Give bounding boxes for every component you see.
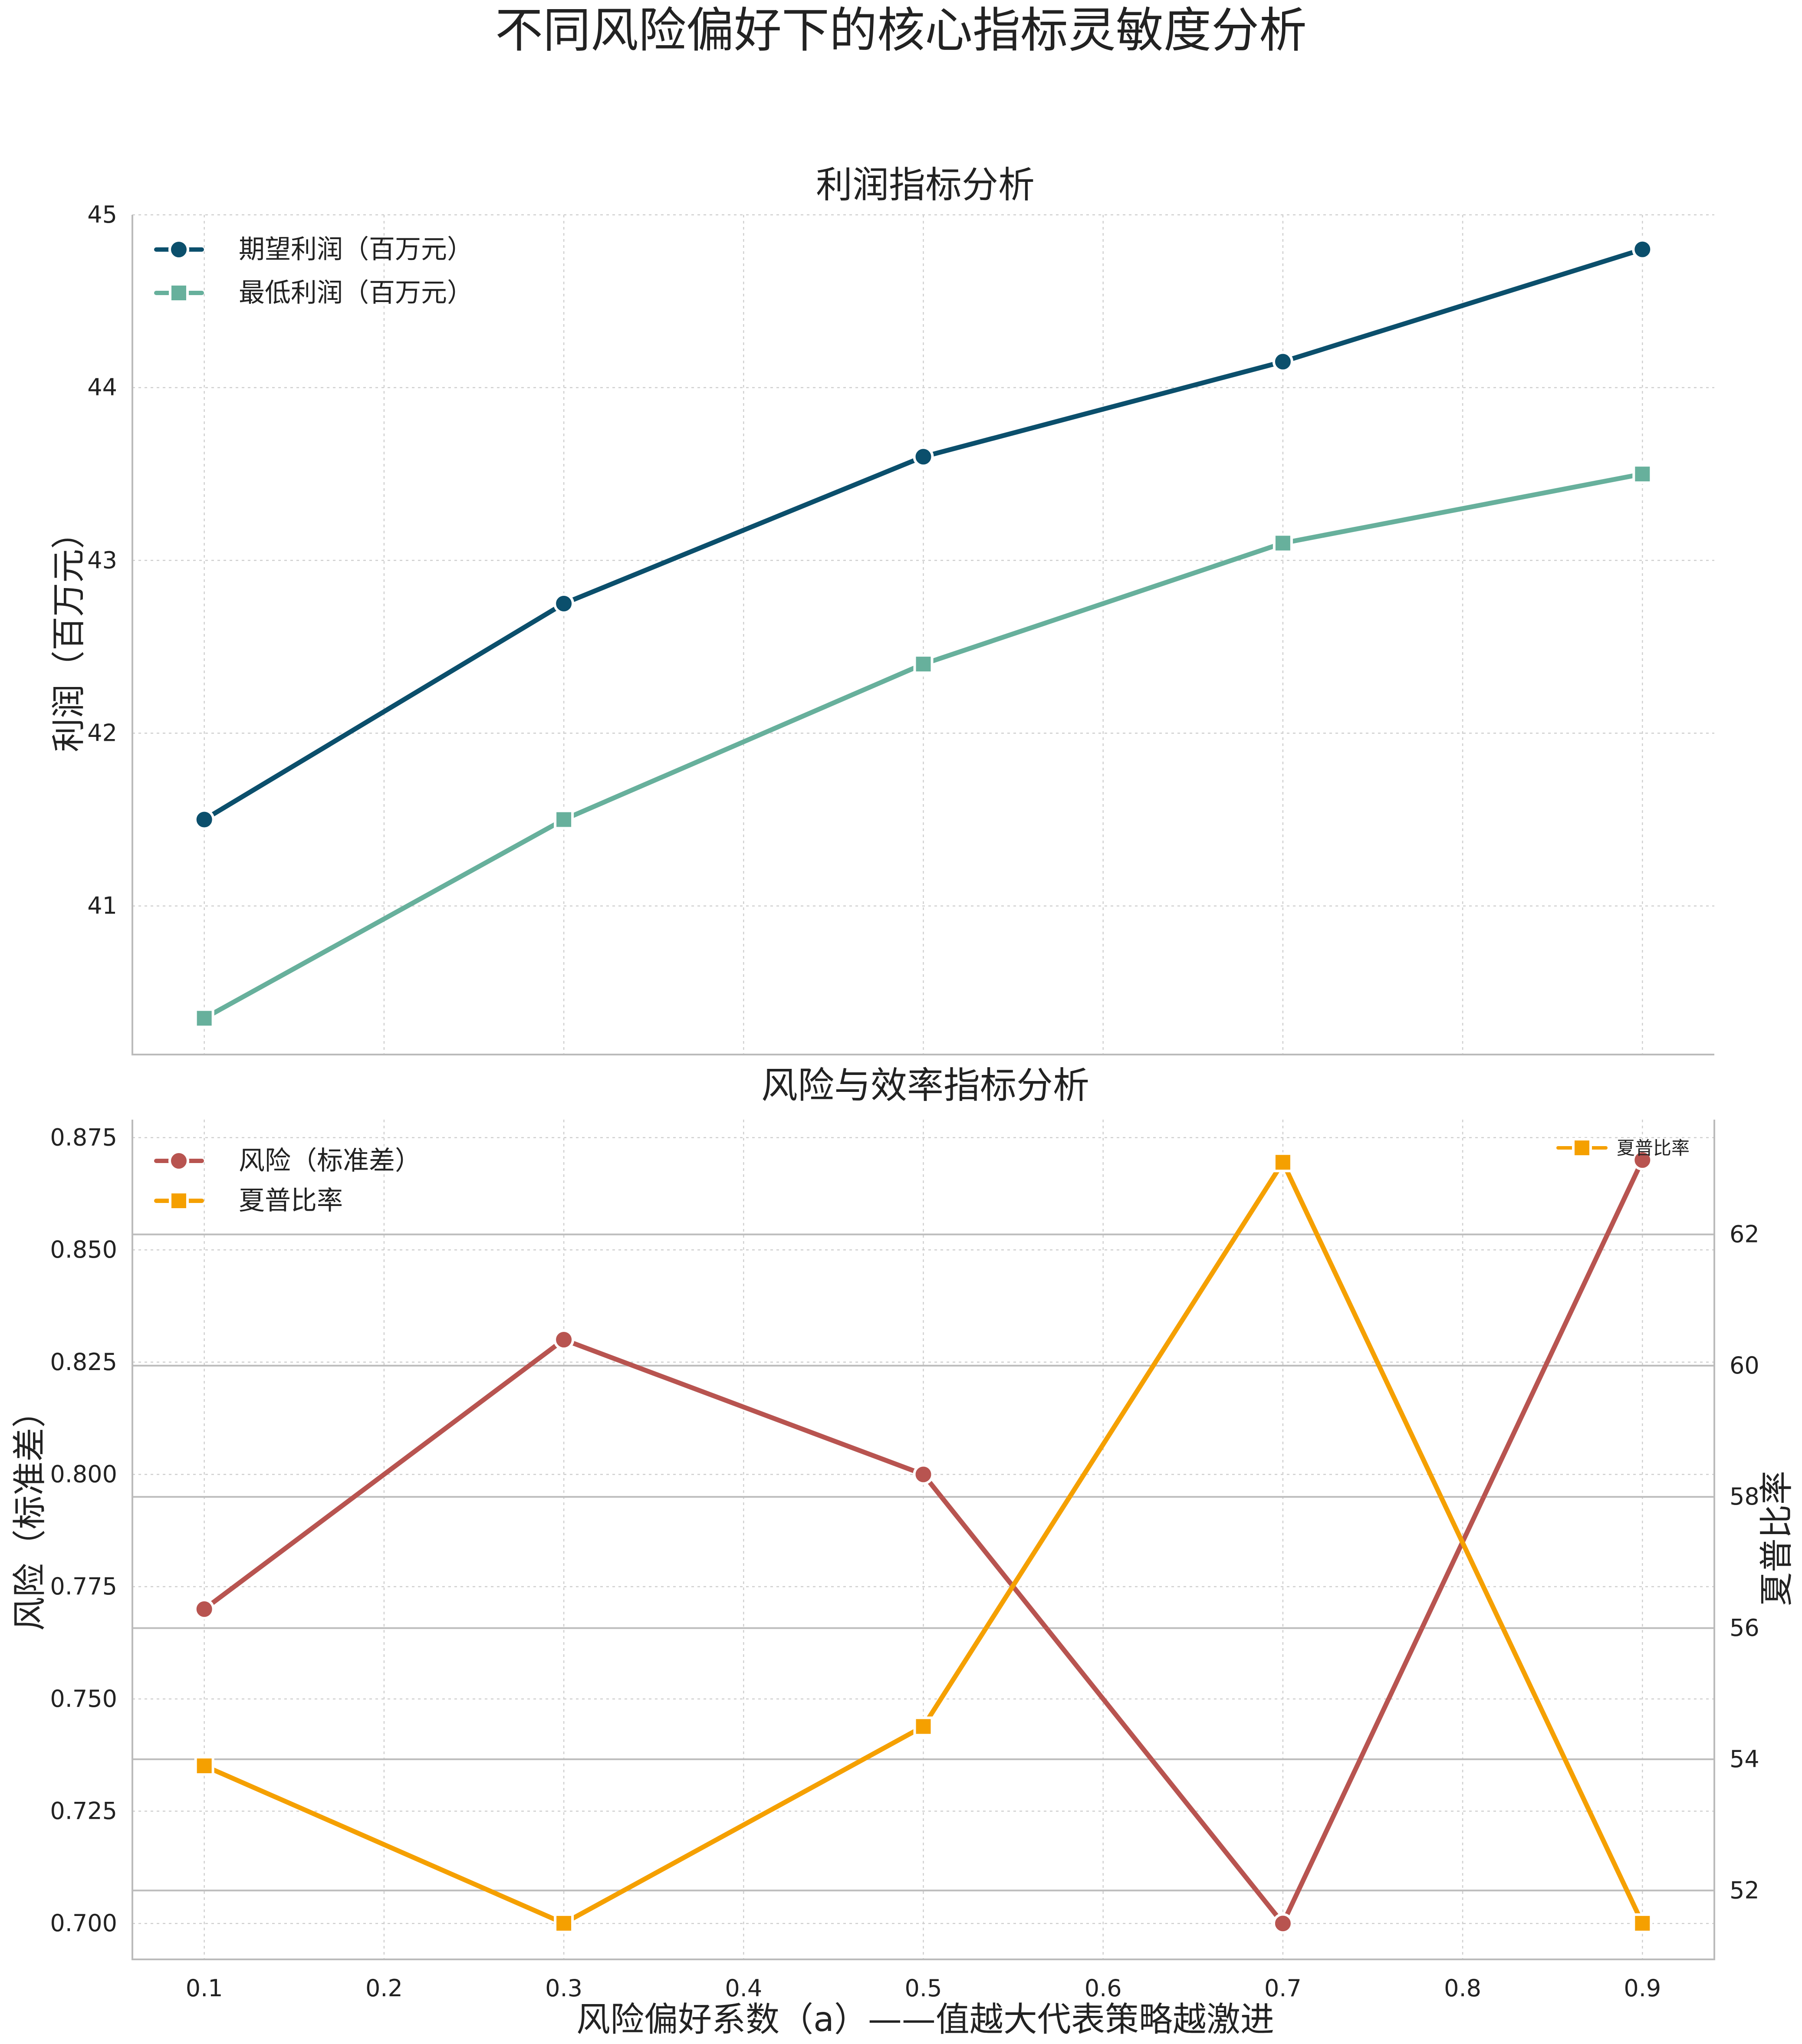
top-y-tick-label-1: 42 <box>87 719 117 746</box>
bottom-x-tick-label-5: 0.6 <box>1085 1975 1122 2002</box>
bottom-x-axis-label: 风险偏好系数（a）——值越大代表策略越激进 <box>576 2000 1274 2039</box>
bottom-x-tick-label-4: 0.5 <box>905 1975 942 2002</box>
bottom-y-tick-label-left-2: 0.750 <box>50 1685 117 1712</box>
bottom-series-1-point-2 <box>913 1716 934 1737</box>
bottom-y-tick-label-left-1: 0.725 <box>50 1798 117 1825</box>
bottom-y-tick-label-right-0: 52 <box>1730 1876 1759 1904</box>
bottom-series-1-point-0 <box>194 1756 214 1776</box>
bottom-legend-label-1: 夏普比率 <box>239 1186 343 1216</box>
bottom-y-tick-label-left-6: 0.850 <box>50 1236 117 1263</box>
top-y-axis-label: 利润（百万元） <box>49 515 89 752</box>
top-axis-frame <box>132 215 1714 1055</box>
top-legend-marker-0 <box>168 239 189 260</box>
bottom-series-0-point-4 <box>1632 1150 1653 1171</box>
main-title: 不同风险偏好下的核心指标灵敏度分析 <box>495 3 1307 58</box>
bottom-y-tick-label-right-4: 60 <box>1730 1352 1759 1379</box>
bottom-series-0-point-1 <box>553 1329 575 1351</box>
bottom-x-tick-label-3: 0.4 <box>725 1975 762 2002</box>
top-y-tick-label-2: 43 <box>87 546 117 574</box>
bottom-x-tick-label-6: 0.7 <box>1264 1975 1302 2002</box>
top-series-0-point-2 <box>913 446 934 467</box>
top-series-0-point-1 <box>553 593 575 614</box>
top-series-0-point-0 <box>194 809 215 830</box>
bottom-x-tick-label-8: 0.9 <box>1624 1975 1661 2002</box>
top-chart-title: 利润指标分析 <box>816 164 1035 206</box>
bottom-legend-marker-0 <box>168 1150 189 1171</box>
top-series-0-point-3 <box>1272 351 1293 372</box>
top-series-1-point-1 <box>554 809 574 830</box>
bottom-legend-label-0: 风险（标准差） <box>239 1146 421 1176</box>
bottom-series-1-point-3 <box>1273 1152 1293 1173</box>
bottom-x-tick-label-0: 0.1 <box>186 1975 223 2002</box>
top-y-tick-label-4: 45 <box>87 201 117 228</box>
bottom-series-0-point-0 <box>194 1598 215 1620</box>
bottom-right-legend-marker <box>1572 1138 1592 1158</box>
bottom-series-line-0 <box>202 1157 1645 1926</box>
bottom-right-legend-label: 夏普比率 <box>1617 1137 1690 1159</box>
bottom-x-tick-label-2: 0.3 <box>545 1975 582 2002</box>
bottom-y-tick-label-left-5: 0.825 <box>50 1348 117 1376</box>
bottom-legend-marker-1 <box>169 1191 189 1211</box>
bottom-y-tick-label-left-3: 0.775 <box>50 1573 117 1600</box>
bottom-x-tick-label-7: 0.8 <box>1444 1975 1481 2002</box>
bottom-chart-title: 风险与效率指标分析 <box>761 1064 1089 1107</box>
bottom-series-line-1 <box>202 1160 1645 1926</box>
top-y-tick-label-0: 41 <box>87 892 117 920</box>
top-legend-label-1: 最低利润（百万元） <box>239 278 473 308</box>
bottom-y-axis-label-left: 风险（标准差） <box>10 1394 49 1631</box>
top-series-1-point-4 <box>1632 464 1653 484</box>
bottom-series-0-point-2 <box>913 1464 934 1485</box>
bottom-y-tick-label-right-3: 58 <box>1730 1483 1759 1510</box>
top-series-line-0 <box>202 247 1645 822</box>
bottom-series-0-point-3 <box>1272 1913 1293 1934</box>
top-legend-marker-1 <box>169 283 189 303</box>
top-series-1-point-3 <box>1273 533 1293 553</box>
bottom-y-tick-label-right-2: 56 <box>1730 1614 1759 1642</box>
top-series-1-point-0 <box>194 1008 214 1029</box>
bottom-axis-frame <box>132 1120 1715 1960</box>
top-series-1-point-2 <box>913 654 934 674</box>
bottom-series-1-point-1 <box>554 1913 574 1933</box>
top-legend-label-0: 期望利润（百万元） <box>239 234 473 265</box>
bottom-y-tick-label-right-5: 62 <box>1730 1221 1759 1248</box>
top-series-0-point-4 <box>1632 239 1653 260</box>
top-y-tick-label-3: 44 <box>87 374 117 401</box>
bottom-series-1-point-4 <box>1632 1913 1653 1933</box>
bottom-x-tick-label-1: 0.2 <box>365 1975 403 2002</box>
bottom-y-axis-label-right: 夏普比率 <box>1757 1471 1796 1606</box>
bottom-y-tick-label-left-0: 0.700 <box>50 1909 117 1937</box>
bottom-y-tick-label-right-1: 54 <box>1730 1745 1759 1773</box>
bottom-y-tick-label-left-4: 0.800 <box>50 1460 117 1488</box>
bottom-y-tick-label-left-7: 0.875 <box>50 1124 117 1151</box>
